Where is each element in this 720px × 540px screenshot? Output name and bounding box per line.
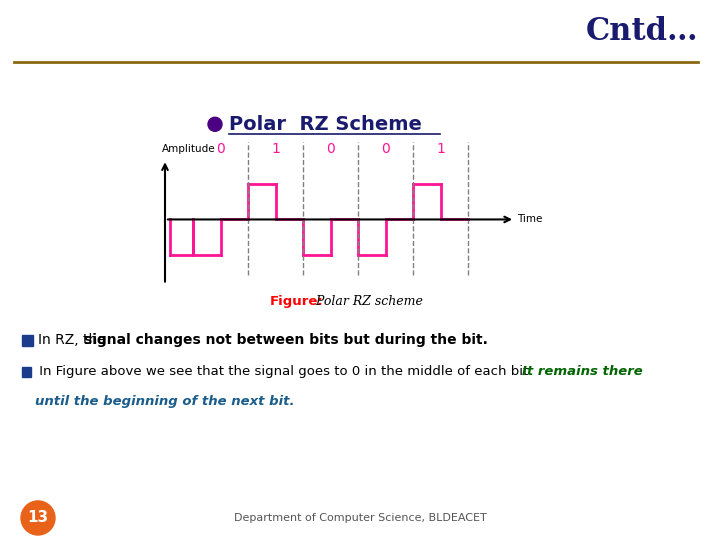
Text: 1: 1 — [271, 143, 280, 157]
Text: 13: 13 — [27, 510, 48, 525]
Text: Figure:: Figure: — [270, 295, 324, 308]
Text: Time: Time — [517, 214, 542, 225]
Text: It remains there: It remains there — [522, 365, 643, 378]
Text: Cntd…: Cntd… — [586, 16, 698, 47]
Text: In RZ, the: In RZ, the — [38, 333, 110, 347]
Text: 1: 1 — [436, 143, 445, 157]
Text: 0: 0 — [381, 143, 390, 157]
Bar — [22, 367, 31, 377]
Text: until the beginning of the next bit.: until the beginning of the next bit. — [35, 395, 294, 408]
Text: Department of Computer Science, BLDEACET: Department of Computer Science, BLDEACET — [233, 513, 487, 523]
Bar — [22, 335, 33, 346]
Text: 0: 0 — [326, 143, 335, 157]
Text: Amplitude: Amplitude — [162, 144, 215, 154]
Text: Polar  RZ Scheme: Polar RZ Scheme — [229, 115, 422, 134]
Text: 0: 0 — [216, 143, 225, 157]
Text: signal changes not between bits but during the bit.: signal changes not between bits but duri… — [84, 333, 488, 347]
Text: Polar RZ scheme: Polar RZ scheme — [312, 295, 423, 308]
Circle shape — [208, 117, 222, 131]
Circle shape — [21, 501, 55, 535]
Text: In Figure above we see that the signal goes to 0 in the middle of each bit.: In Figure above we see that the signal g… — [35, 365, 536, 378]
